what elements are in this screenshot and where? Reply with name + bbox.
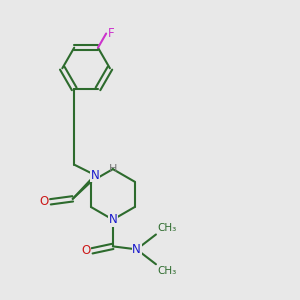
Text: N: N [132, 243, 141, 256]
Text: CH₃: CH₃ [158, 266, 177, 276]
Text: N: N [91, 169, 99, 182]
Text: N: N [109, 213, 117, 226]
Text: F: F [108, 27, 115, 40]
Text: O: O [81, 244, 90, 257]
Text: H: H [108, 164, 117, 173]
Text: CH₃: CH₃ [158, 223, 177, 233]
Text: O: O [39, 195, 49, 208]
